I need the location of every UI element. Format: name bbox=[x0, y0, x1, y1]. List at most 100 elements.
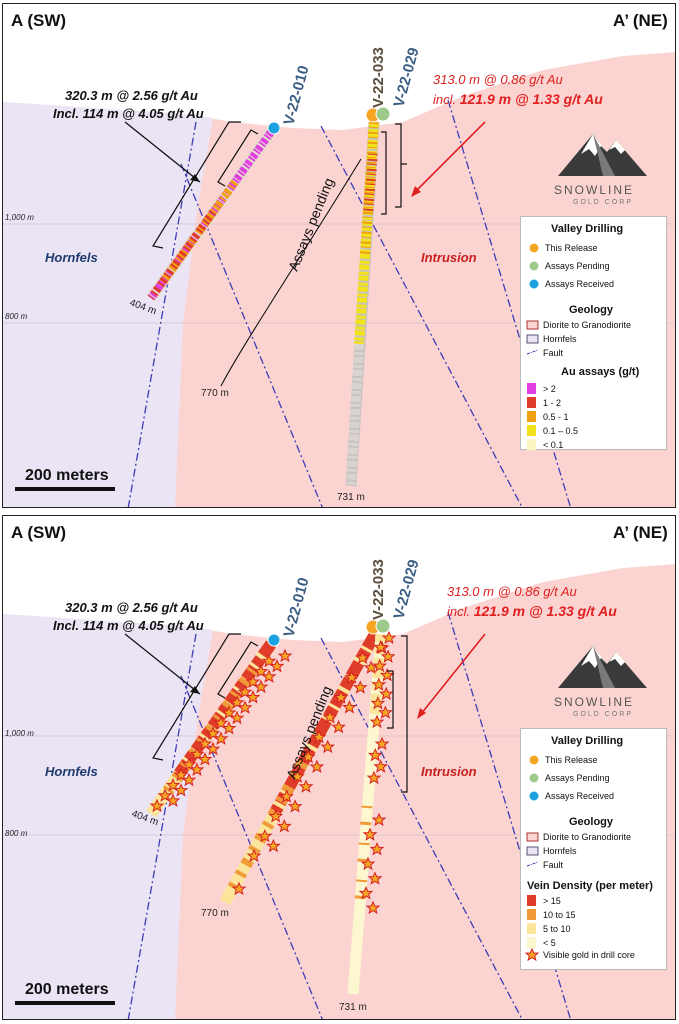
hole033-star-16 bbox=[287, 799, 303, 813]
hole029c-star-4 bbox=[367, 871, 383, 885]
hole010-star-21 bbox=[181, 757, 197, 771]
hole033-star-14 bbox=[298, 779, 314, 793]
legend-assay-label-4: < 0.1 bbox=[543, 440, 563, 450]
intrusion-label-b: Intrusion bbox=[421, 764, 477, 779]
hole010-star-19 bbox=[189, 747, 205, 761]
intercept-010-line2-b: Incl. 114 m @ 4.05 g/t Au bbox=[53, 618, 204, 633]
section-label-ne-b: A’ (NE) bbox=[613, 523, 668, 542]
hole010-star-26 bbox=[173, 783, 189, 797]
hole029a-star-9 bbox=[369, 714, 385, 729]
hole029a-star-6 bbox=[378, 686, 394, 701]
hole010-star-3 bbox=[253, 664, 269, 678]
hole029a-star-3 bbox=[372, 658, 388, 673]
legend-assay-swatch-4 bbox=[527, 439, 536, 450]
hole010-star-2 bbox=[269, 659, 285, 673]
legend-vein-swatch-2 bbox=[527, 923, 536, 934]
hole033-star-7 bbox=[322, 710, 338, 724]
section-panel-au-assays: A (SW) A’ (NE) 320.3 m @ 2.56 g/t Au Inc… bbox=[2, 3, 676, 508]
legend-vein-label-0: > 15 bbox=[543, 896, 561, 906]
legend-top: Valley Drilling This Release Assays Pendi… bbox=[520, 216, 667, 450]
legend-assay-title: Au assays (g/t) bbox=[561, 366, 640, 378]
hole033-star-1 bbox=[355, 650, 370, 665]
hole010-star-13 bbox=[213, 715, 229, 730]
svg-text:SNOWLINE: SNOWLINE bbox=[554, 183, 634, 197]
legend-vein-label-2: 5 to 10 bbox=[543, 924, 571, 934]
hole-label-033-b: V-22-033 bbox=[370, 559, 387, 620]
legend-top-drill-swatch-2 bbox=[528, 278, 540, 290]
legend-bottom-drill-swatch-2 bbox=[528, 790, 540, 802]
hole029c-star-5 bbox=[358, 886, 374, 900]
elevation-800-label: 800 m bbox=[5, 312, 28, 321]
svg-text:GOLD CORP: GOLD CORP bbox=[573, 199, 633, 206]
hole033-star-10 bbox=[320, 739, 336, 754]
svg-text:Hornfels: Hornfels bbox=[543, 846, 577, 856]
hole010-star-9 bbox=[229, 695, 245, 709]
intercept-010-line1: 320.3 m @ 2.56 g/t Au bbox=[65, 88, 198, 103]
intercept-010-line1-b: 320.3 m @ 2.56 g/t Au bbox=[65, 600, 198, 615]
scale-bar bbox=[15, 487, 115, 491]
legend-assay-swatch-0 bbox=[527, 383, 536, 394]
section-label-sw-b: A (SW) bbox=[11, 523, 66, 542]
section-label-ne: A’ (NE) bbox=[613, 11, 668, 30]
hole010-star-14 bbox=[221, 721, 237, 735]
intercept-029-line1: 313.0 m @ 0.86 g/t Au bbox=[433, 72, 563, 87]
legend-assay-swatch-2 bbox=[527, 411, 536, 422]
hole010-star-5 bbox=[245, 674, 261, 689]
legend-bottom: Valley Drilling This Release Assays Pendi… bbox=[520, 728, 667, 970]
hole010-star-16 bbox=[213, 731, 229, 745]
legend-top-drill-label-1: Assays Pending bbox=[545, 261, 610, 271]
svg-text:SNOWLINE: SNOWLINE bbox=[554, 695, 634, 709]
hole010-star-25 bbox=[165, 778, 181, 792]
legend-geology-items: Diorite to Granodiorite Hornfels Fault bbox=[526, 320, 631, 358]
drillhole-v-22-010 bbox=[146, 121, 281, 302]
svg-text:Visible gold in drill core: Visible gold in drill core bbox=[543, 950, 635, 960]
elevation-1000-label: 1,000 m bbox=[5, 213, 34, 222]
hole033-star-19 bbox=[257, 828, 273, 843]
hole029a-star-7 bbox=[370, 696, 386, 710]
elevation-800-label-b: 800 m bbox=[5, 829, 28, 838]
intercept-bracket-029 bbox=[395, 123, 407, 208]
hole010-star-17 bbox=[197, 736, 213, 751]
legend-assay-label-0: > 2 bbox=[543, 384, 556, 394]
hole033-star-9 bbox=[311, 729, 327, 744]
hole033-star-11 bbox=[300, 749, 316, 764]
snowline-logo: SNOWLINE GOLD CORP bbox=[554, 134, 647, 206]
hole010-star-7 bbox=[237, 684, 253, 699]
hole033-star-20 bbox=[266, 838, 281, 853]
legend-assay-label-3: 0.1 – 0.5 bbox=[543, 426, 578, 436]
hole029a-star-2 bbox=[380, 649, 396, 663]
legend-geology-title: Geology bbox=[569, 304, 614, 316]
legend-assay-swatch-1 bbox=[527, 397, 536, 408]
intercept-029-line1-b: 313.0 m @ 0.86 g/t Au bbox=[447, 584, 577, 599]
hornfels-zone bbox=[3, 102, 213, 507]
intercept-029-line2-b: incl. 121.9 m @ 1.33 g/t Au bbox=[447, 603, 617, 619]
drillhole-v-22-033 bbox=[345, 106, 391, 487]
hole010-star-12 bbox=[229, 710, 245, 725]
hole029a-star-0 bbox=[381, 630, 397, 645]
legend-top-drill-label-2: Assays Received bbox=[545, 279, 614, 289]
pending-hole-trace bbox=[220, 158, 362, 387]
hole033-star-12 bbox=[309, 759, 325, 774]
legend-visible-gold: Visible gold in drill core bbox=[524, 947, 635, 962]
legend-drilling-title: Valley Drilling bbox=[551, 223, 623, 235]
hole029c-star-3 bbox=[360, 856, 376, 871]
hornfels-label: Hornfels bbox=[45, 250, 98, 265]
section-label-sw: A (SW) bbox=[11, 11, 66, 30]
legend-bottom-drill-label-2: Assays Received bbox=[545, 791, 614, 801]
hole029b-star-2 bbox=[373, 759, 389, 773]
legend-geology-items-b: Diorite to Granodiorite Hornfels Fault bbox=[526, 832, 631, 870]
legend-drilling-title-b: Valley Drilling bbox=[551, 735, 623, 747]
legend-assay-label-1: 1 - 2 bbox=[543, 398, 561, 408]
svg-text:Diorite to Granodiorite: Diorite to Granodiorite bbox=[543, 320, 631, 330]
section-panel-vein-density: A (SW) A’ (NE) 320.3 m @ 2.56 g/t Au Inc… bbox=[2, 515, 676, 1020]
hole029a-star-5 bbox=[371, 677, 387, 691]
legend-bottom-drill-label-1: Assays Pending bbox=[545, 773, 610, 783]
hole033-star-deep bbox=[231, 881, 247, 896]
legend-vein-swatch-3 bbox=[527, 937, 536, 948]
legend-assay-swatch-3 bbox=[527, 425, 536, 436]
hole010-star-29 bbox=[149, 798, 165, 813]
snowline-logo-b: SNOWLINE GOLD CORP bbox=[554, 646, 647, 718]
hole033-star-18 bbox=[276, 819, 292, 833]
hole010-star-27 bbox=[157, 788, 173, 802]
hole010-star-22 bbox=[189, 762, 205, 776]
